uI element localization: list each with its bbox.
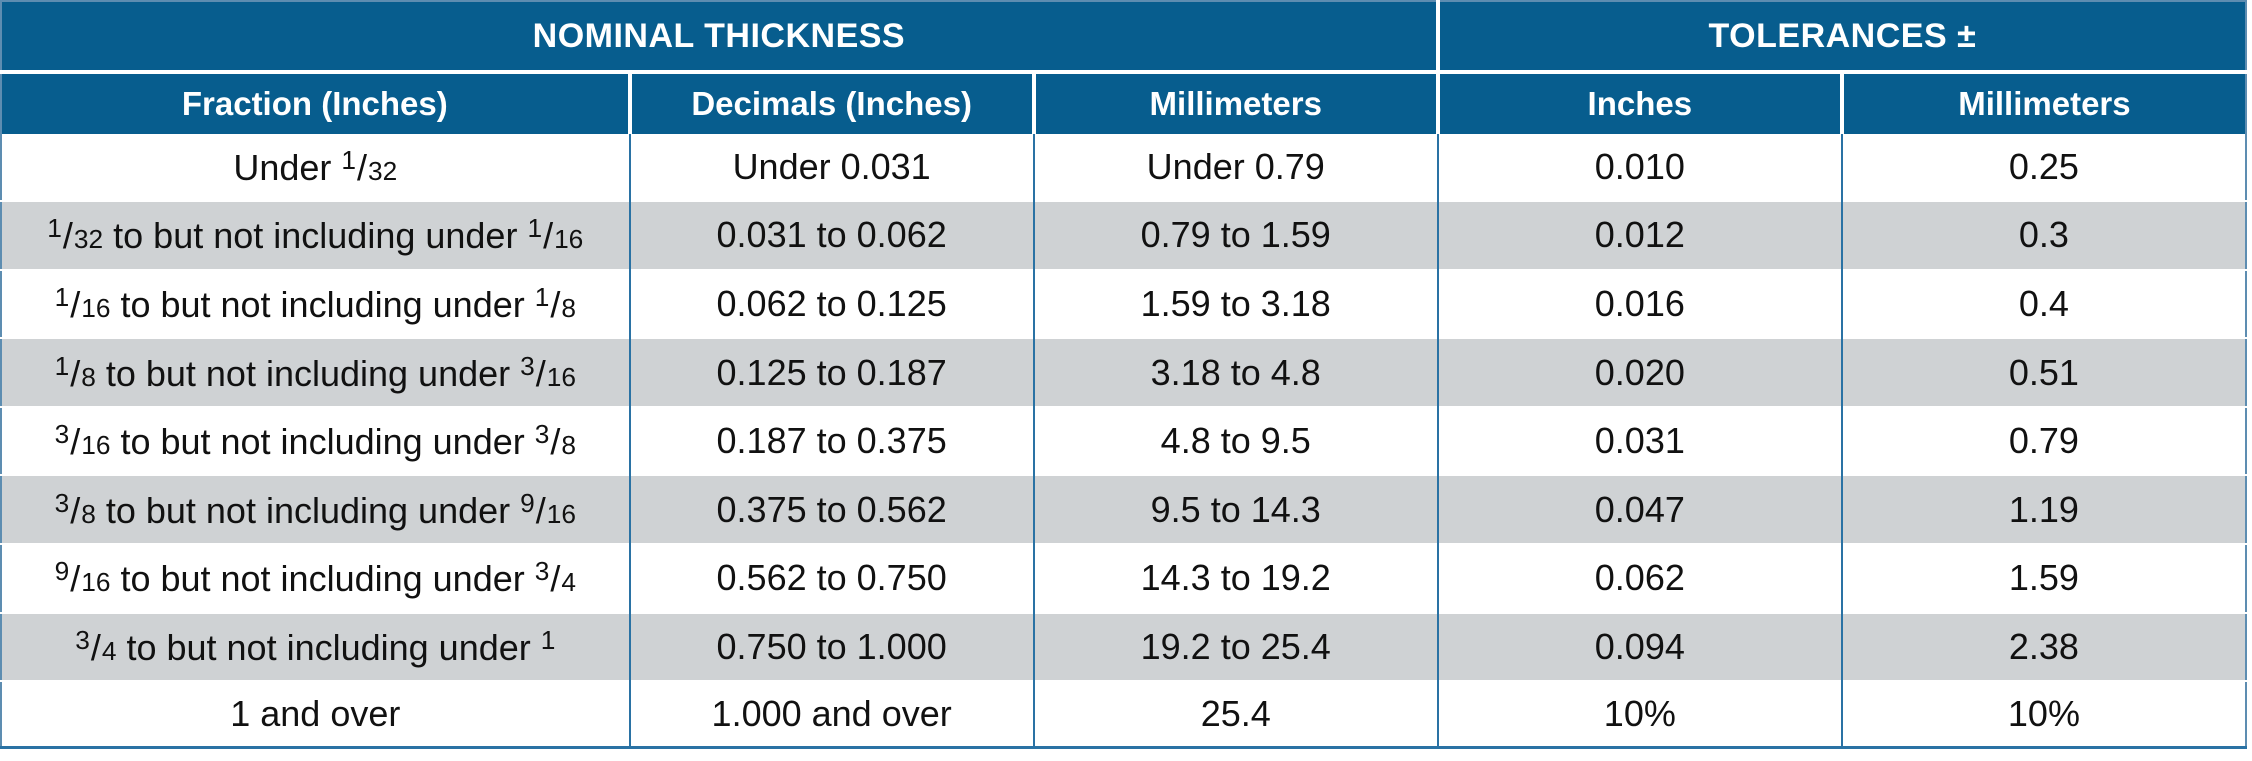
- header-tolerances: TOLERANCES ±: [1435, 1, 2246, 74]
- fraction: 1/32: [341, 144, 398, 189]
- table-cell-fraction-inches: 1/16 to but not including under 1/8: [1, 268, 630, 339]
- fraction: 1/8: [534, 281, 576, 326]
- table-cell-decimals-inches: 0.062 to 0.125: [628, 268, 1034, 339]
- table-cell-fraction-inches: 1 and over: [1, 680, 630, 748]
- column-header-decimals-inches: Decimals (Inches): [627, 72, 1034, 134]
- table-cell-fraction-inches: Under 1/32: [233, 144, 398, 189]
- fraction: 3/4: [75, 624, 117, 669]
- fraction: 9/16: [54, 556, 111, 600]
- table-cell-millimeters: 4.8 to 9.5: [1032, 405, 1438, 476]
- table-cell-decimals-inches: 0.562 to 0.750: [628, 543, 1034, 613]
- table-row: 9/16 to but not including under 3/4 0.562…: [1, 543, 2246, 613]
- table-cell-tolerance-inches: 0.094: [1436, 611, 1842, 682]
- table-cell-decimals-inches: 1.000 and over: [628, 680, 1034, 748]
- table-cell-tolerance-millimeters: 2.38: [1840, 611, 2246, 682]
- fraction: 1/8: [54, 350, 96, 394]
- table-cell-tolerance-inches: 0.047: [1436, 474, 1842, 545]
- column-header-tolerance-inches: Inches: [1435, 72, 1842, 134]
- table-row: 1 and over 1.000 and over 25.4 10% 10%: [1, 680, 2246, 748]
- table-cell-millimeters: 0.79 to 1.59: [1032, 200, 1438, 270]
- table-cell-tolerance-inches: 10%: [1436, 680, 1842, 748]
- table-cell-tolerance-millimeters: 0.51: [1840, 337, 2246, 407]
- table-cell-millimeters: Under 0.79: [1032, 134, 1438, 202]
- table-cell-tolerance-millimeters: 1.19: [1840, 474, 2246, 545]
- table-row: 3/8 to but not including under 9/16 0.375…: [1, 474, 2246, 545]
- table-cell-fraction-inches: 1/32 to but not including under 1/16: [1, 200, 630, 270]
- header-group-row: NOMINAL THICKNESS TOLERANCES ±: [1, 1, 2246, 74]
- table-cell-decimals-inches: 0.187 to 0.375: [628, 405, 1034, 476]
- table-cell-millimeters: 25.4: [1032, 680, 1438, 748]
- table-cell-tolerance-millimeters: 0.79: [1840, 405, 2246, 476]
- table-cell-fraction-inches: 9/16 to but not including under 3/4: [1, 543, 630, 613]
- table-cell-fraction-inches: 3/8 to but not including under 9/16: [1, 474, 630, 545]
- table-cell-millimeters: 9.5 to 14.3: [1032, 474, 1438, 545]
- table-cell-fraction-inches: 3/4 to but not including under 1: [1, 611, 630, 682]
- table-row: 3/16 to but not including under 3/8 0.187…: [1, 405, 2246, 476]
- table-row: 1/16 to but not including under 1/8 0.062…: [1, 268, 2246, 339]
- column-header-millimeters: Millimeters: [1031, 72, 1438, 134]
- table-row: 1/32 to but not including under 1/16 0.03…: [1, 200, 2246, 270]
- fraction: 3/16: [54, 419, 111, 463]
- table-cell-tolerance-millimeters: 0.25: [1840, 134, 2246, 202]
- fraction: 9/16: [520, 487, 576, 531]
- column-header-tolerance-millimeters: Millimeters: [1839, 72, 2246, 134]
- table-row: 1/8 to but not including under 3/16 0.125…: [1, 337, 2246, 407]
- table-cell-tolerance-inches: 0.010: [1436, 134, 1842, 202]
- table-cell-tolerance-inches: 0.020: [1436, 337, 1842, 407]
- table-cell-tolerance-inches: 0.016: [1436, 268, 1842, 339]
- table-cell-millimeters: 14.3 to 19.2: [1032, 543, 1438, 613]
- table-cell-decimals-inches: 0.375 to 0.562: [628, 474, 1034, 545]
- column-header-fraction-inches: Fraction (Inches): [1, 72, 630, 134]
- table-row: Under 1/32 Under 0.031 Under 0.79 0.010 0.25: [1, 134, 2246, 202]
- table-cell-tolerance-inches: 0.031: [1436, 405, 1842, 476]
- fraction: 3/16: [520, 350, 576, 394]
- fraction: 1/32: [47, 213, 104, 257]
- fraction: 1: [540, 624, 556, 655]
- fraction: 3/8: [54, 487, 96, 531]
- table-cell-decimals-inches: 0.031 to 0.062: [628, 200, 1034, 270]
- table-cell-tolerance-millimeters: 0.3: [1840, 200, 2246, 270]
- header-nominal-thickness: NOMINAL THICKNESS: [1, 1, 1438, 74]
- table-header: NOMINAL THICKNESS TOLERANCES ± Fraction …: [1, 1, 2246, 134]
- table-cell-tolerance-inches: 0.062: [1436, 543, 1842, 613]
- table-body: Under 1/32 Under 0.031 Under 0.79 0.010 0.25…: [1, 134, 2246, 748]
- table-cell-tolerance-millimeters: 1.59: [1840, 543, 2246, 613]
- column-header-row: Fraction (Inches) Decimals (Inches) Mill…: [1, 72, 2246, 134]
- fraction: 3/4: [534, 556, 576, 600]
- table-cell-millimeters: 3.18 to 4.8: [1032, 337, 1438, 407]
- table-cell-tolerance-millimeters: 10%: [1840, 680, 2246, 748]
- table-cell-millimeters: 1.59 to 3.18: [1032, 268, 1438, 339]
- fraction: 1/16: [527, 213, 584, 257]
- table-cell-tolerance-inches: 0.012: [1436, 200, 1842, 270]
- fraction: 1/16: [54, 281, 111, 326]
- table-cell-fraction-inches: 3/16 to but not including under 3/8: [1, 405, 630, 476]
- table-cell-decimals-inches: 0.125 to 0.187: [628, 337, 1034, 407]
- table-cell-decimals-inches: Under 0.031: [628, 134, 1034, 202]
- table-cell-tolerance-millimeters: 0.4: [1840, 268, 2246, 339]
- table-cell-decimals-inches: 0.750 to 1.000: [628, 611, 1034, 682]
- table-cell-fraction-inches: 1/8 to but not including under 3/16: [1, 337, 630, 407]
- fraction: 3/8: [534, 419, 576, 463]
- table-row: 3/4 to but not including under 1 0.750 to…: [1, 611, 2246, 682]
- table-cell-millimeters: 19.2 to 25.4: [1032, 611, 1438, 682]
